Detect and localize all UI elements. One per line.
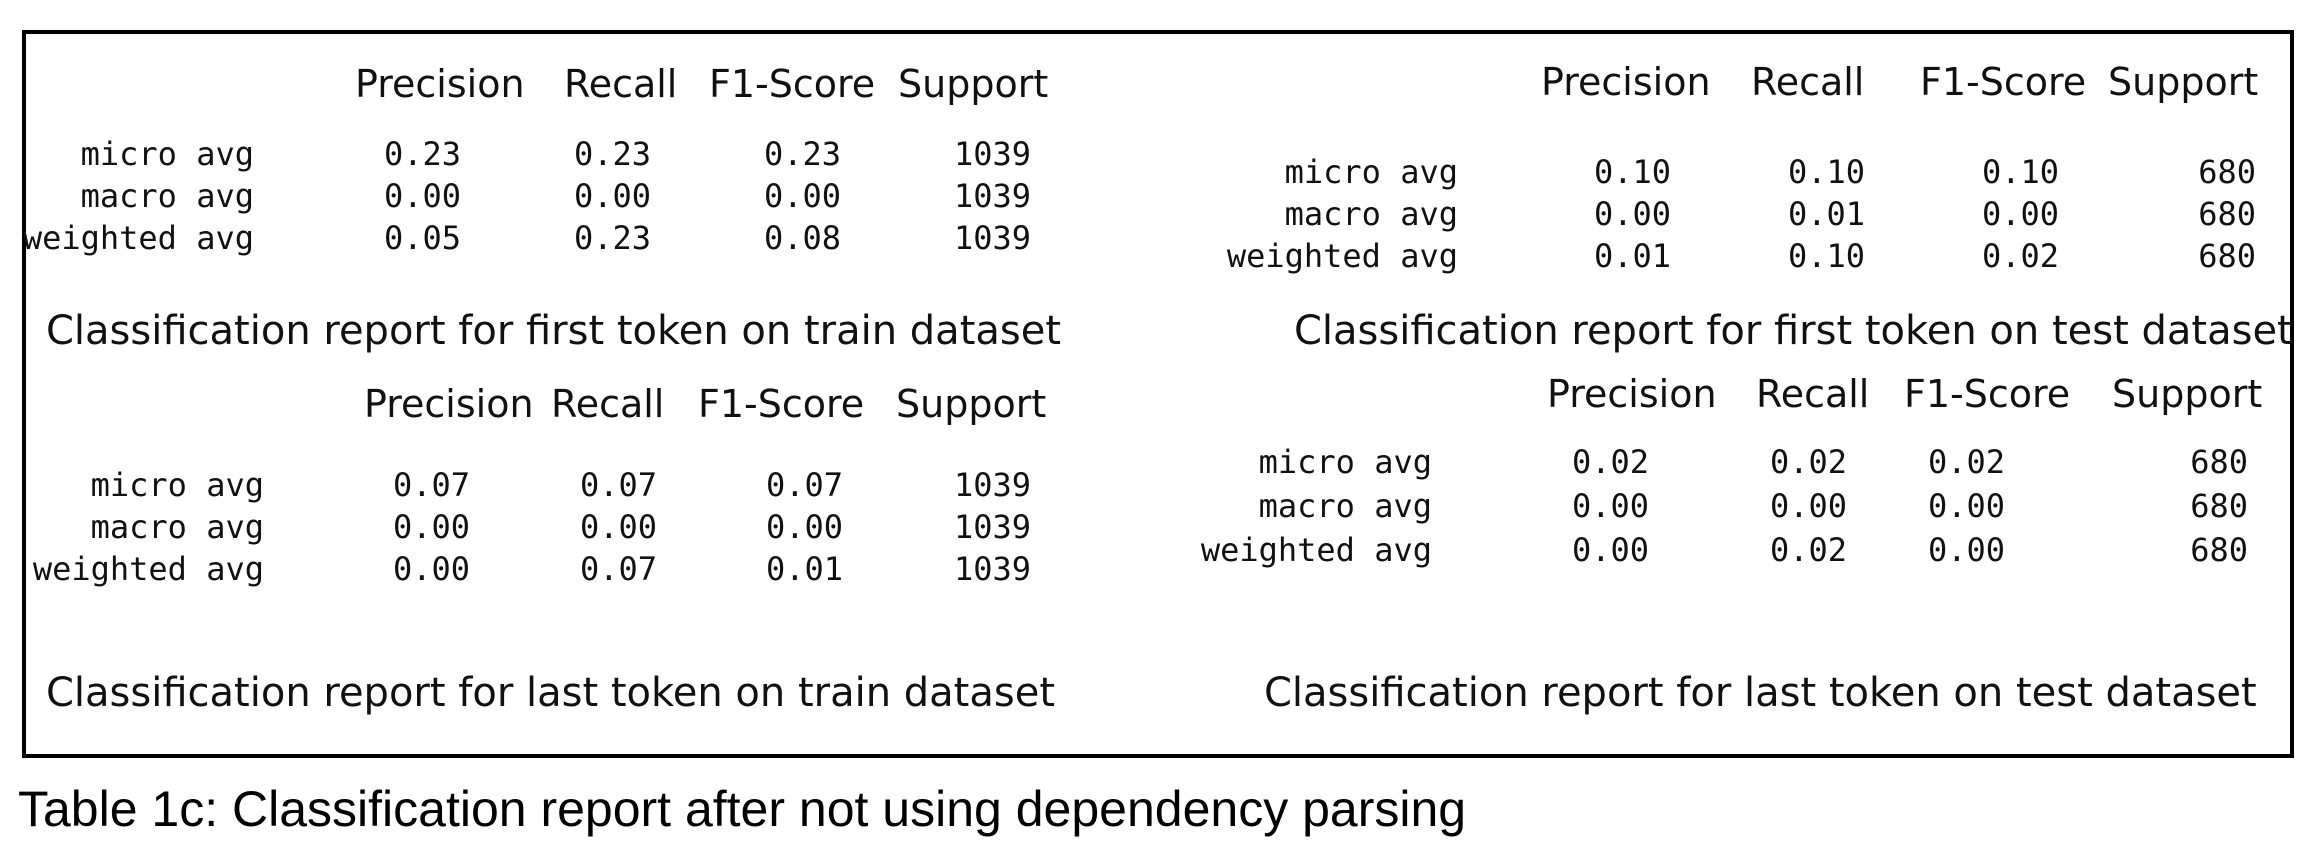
cell-support: 1039 bbox=[954, 177, 1032, 215]
cell-precision: 0.00 bbox=[1572, 531, 1650, 569]
cell-precision: 0.00 bbox=[1572, 487, 1650, 525]
report-frame bbox=[22, 30, 2294, 758]
header-support: Support bbox=[898, 62, 1049, 106]
row-label-macro-avg: macro avg bbox=[1258, 487, 1432, 525]
header-recall: Recall bbox=[551, 382, 665, 426]
cell-precision: 0.07 bbox=[393, 466, 471, 504]
header-f1-score: F1-Score bbox=[1920, 60, 2087, 104]
cell-f1-score: 0.01 bbox=[766, 550, 844, 588]
cell-precision: 0.05 bbox=[384, 219, 462, 257]
cell-f1-score: 0.23 bbox=[764, 135, 842, 173]
header-precision: Precision bbox=[1541, 60, 1711, 104]
cell-support: 680 bbox=[2190, 531, 2248, 569]
cell-f1-score: 0.00 bbox=[766, 508, 844, 546]
cell-support: 1039 bbox=[954, 219, 1032, 257]
header-recall: Recall bbox=[564, 62, 678, 106]
cell-f1-score: 0.00 bbox=[1982, 195, 2060, 233]
cell-support: 1039 bbox=[954, 550, 1032, 588]
cell-support: 680 bbox=[2190, 487, 2248, 525]
header-f1-score: F1-Score bbox=[709, 62, 876, 106]
cell-support: 1039 bbox=[954, 135, 1032, 173]
cell-f1-score: 0.00 bbox=[1928, 487, 2006, 525]
panel-caption: Classification report for last token on … bbox=[1264, 670, 2257, 716]
header-recall: Recall bbox=[1751, 60, 1865, 104]
cell-precision: 0.00 bbox=[384, 177, 462, 215]
cell-recall: 0.10 bbox=[1788, 237, 1866, 275]
cell-support: 680 bbox=[2190, 443, 2248, 481]
cell-recall: 0.01 bbox=[1788, 195, 1866, 233]
header-support: Support bbox=[2112, 372, 2263, 416]
row-label-micro-avg: micro avg bbox=[1258, 443, 1432, 481]
cell-recall: 0.00 bbox=[1770, 487, 1848, 525]
row-label-weighted-avg: weighted avg bbox=[32, 550, 264, 588]
cell-recall: 0.00 bbox=[580, 508, 658, 546]
header-f1-score: F1-Score bbox=[698, 382, 865, 426]
cell-recall: 0.02 bbox=[1770, 443, 1848, 481]
cell-f1-score: 0.07 bbox=[766, 466, 844, 504]
panel-caption: Classification report for last token on … bbox=[46, 670, 1056, 716]
cell-support: 680 bbox=[2198, 195, 2256, 233]
cell-f1-score: 0.08 bbox=[764, 219, 842, 257]
cell-recall: 0.02 bbox=[1770, 531, 1848, 569]
header-recall: Recall bbox=[1756, 372, 1870, 416]
cell-recall: 0.23 bbox=[574, 135, 652, 173]
row-label-macro-avg: macro avg bbox=[1284, 195, 1458, 233]
cell-support: 680 bbox=[2198, 153, 2256, 191]
cell-recall: 0.07 bbox=[580, 466, 658, 504]
cell-f1-score: 0.10 bbox=[1982, 153, 2060, 191]
row-label-micro-avg: micro avg bbox=[1284, 153, 1458, 191]
header-precision: Precision bbox=[355, 62, 525, 106]
cell-support: 1039 bbox=[954, 466, 1032, 504]
row-label-weighted-avg: weighted avg bbox=[1200, 531, 1432, 569]
cell-precision: 0.02 bbox=[1572, 443, 1650, 481]
header-precision: Precision bbox=[364, 382, 534, 426]
cell-recall: 0.23 bbox=[574, 219, 652, 257]
cell-precision: 0.00 bbox=[393, 550, 471, 588]
table-caption: Table 1c: Classification report after no… bbox=[18, 781, 1467, 837]
row-label-weighted-avg: weighted avg bbox=[22, 219, 254, 257]
cell-precision: 0.00 bbox=[1594, 195, 1672, 233]
row-label-macro-avg: macro avg bbox=[80, 177, 254, 215]
cell-precision: 0.23 bbox=[384, 135, 462, 173]
header-support: Support bbox=[896, 382, 1047, 426]
row-label-micro-avg: micro avg bbox=[80, 135, 254, 173]
header-precision: Precision bbox=[1547, 372, 1717, 416]
cell-recall: 0.07 bbox=[580, 550, 658, 588]
cell-recall: 0.10 bbox=[1788, 153, 1866, 191]
row-label-micro-avg: micro avg bbox=[90, 466, 264, 504]
header-f1-score: F1-Score bbox=[1904, 372, 2071, 416]
cell-precision: 0.10 bbox=[1594, 153, 1672, 191]
cell-support: 1039 bbox=[954, 508, 1032, 546]
header-support: Support bbox=[2108, 60, 2259, 104]
cell-f1-score: 0.02 bbox=[1982, 237, 2060, 275]
row-label-weighted-avg: weighted avg bbox=[1226, 237, 1458, 275]
cell-support: 680 bbox=[2198, 237, 2256, 275]
panel-caption: Classification report for first token on… bbox=[46, 308, 1062, 354]
cell-recall: 0.00 bbox=[574, 177, 652, 215]
panel-caption: Classification report for first token on… bbox=[1294, 308, 2293, 354]
cell-f1-score: 0.00 bbox=[1928, 531, 2006, 569]
cell-f1-score: 0.00 bbox=[764, 177, 842, 215]
cell-f1-score: 0.02 bbox=[1928, 443, 2006, 481]
cell-precision: 0.00 bbox=[393, 508, 471, 546]
row-label-macro-avg: macro avg bbox=[90, 508, 264, 546]
cell-precision: 0.01 bbox=[1594, 237, 1672, 275]
